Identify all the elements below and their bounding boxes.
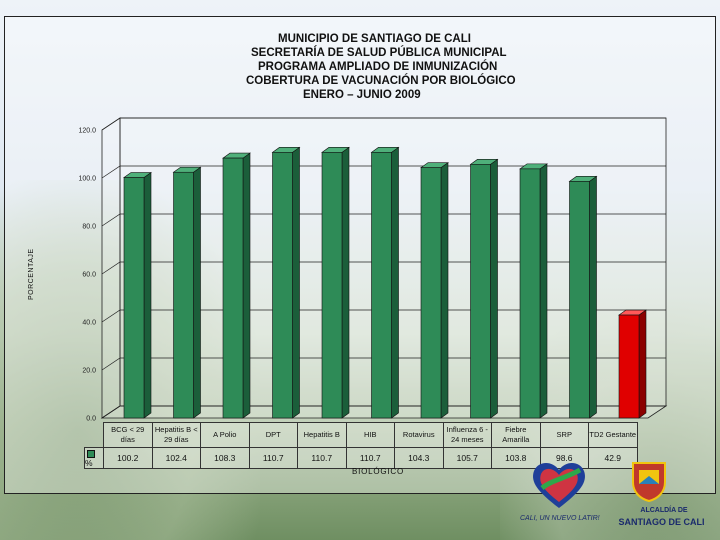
bar-front: [470, 164, 491, 419]
data-table-corner: [85, 423, 104, 448]
data-table-values-row: % 100.2 102.4 108.3 110.7 110.7 110.7 10…: [84, 447, 638, 469]
chart-title: MUNICIPIO DE SANTIAGO DE CALI SECRETARÍA…: [200, 32, 540, 102]
bar-front: [519, 168, 541, 419]
bar-front: [321, 152, 343, 419]
y-tick-label: 80.0: [82, 224, 96, 231]
category-label: BCG < 29 días: [103, 422, 153, 448]
bar-front: [173, 171, 194, 419]
alcaldia-label-line-1: ALCALDÍA DE: [640, 507, 688, 514]
data-value: 104.3: [394, 447, 444, 469]
bar-front: [420, 167, 442, 419]
data-value: 110.7: [297, 447, 347, 469]
category-label: Fiebre Amarilla: [491, 422, 541, 448]
bar-front: [272, 152, 293, 419]
bar-side: [391, 146, 399, 419]
bar: [123, 171, 152, 419]
title-line-5: ENERO – JUNIO 2009: [303, 89, 421, 101]
category-label: SRP: [539, 422, 589, 448]
bar: [469, 158, 499, 419]
bar-side: [539, 163, 548, 419]
bar-side: [638, 309, 647, 419]
data-table: BCG < 29 días Hepatitis B < 29 días A Po…: [84, 422, 638, 469]
bar-front: [618, 314, 640, 419]
bar: [321, 146, 350, 419]
shield-logo: [632, 462, 666, 502]
data-value: 110.7: [248, 447, 298, 469]
y-tick-label: 120.0: [78, 128, 96, 135]
bar-front: [222, 157, 244, 419]
title-line-2: SECRETARÍA DE SALUD PÚBLICA MUNICIPAL: [251, 47, 507, 59]
bar-front: [371, 152, 392, 419]
bar-front: [569, 181, 590, 419]
bar: [222, 152, 251, 419]
y-tick-label: 60.0: [82, 272, 96, 279]
title-line-1: MUNICIPIO DE SANTIAGO DE CALI: [278, 33, 471, 45]
gridline: [101, 117, 666, 131]
data-value: 100.2: [103, 447, 153, 469]
heart-logo: [533, 462, 585, 508]
bar-side: [143, 171, 152, 419]
category-label: Influenza 6 - 24 meses: [442, 422, 492, 448]
data-table-header-row: BCG < 29 días Hepatitis B < 29 días A Po…: [85, 422, 638, 448]
bar: [370, 146, 400, 419]
bar: [172, 166, 202, 419]
y-tick-label: 0.0: [86, 416, 96, 423]
bar: [420, 162, 449, 419]
legend-label: %: [85, 458, 93, 468]
category-label: DPT: [248, 422, 298, 448]
bar-side: [242, 152, 251, 419]
slogan-text: CALI, UN NUEVO LATIR!: [520, 515, 600, 522]
data-value: 103.8: [491, 447, 541, 469]
bar: [271, 146, 301, 419]
category-label: Hepatitis B: [297, 422, 347, 448]
bar: [519, 163, 548, 419]
title-line-4: COBERTURA DE VACUNACIÓN POR BIOLÓGICO: [246, 75, 516, 87]
bar-side: [193, 166, 201, 419]
bar: [618, 309, 647, 419]
y-tick-label: 40.0: [82, 320, 96, 327]
data-value: 108.3: [200, 447, 250, 469]
y-axis-label: PORCENTAJE: [28, 248, 35, 300]
x-axis-label: BIOLÓGICO: [351, 467, 405, 476]
legend-entry: %: [84, 447, 104, 469]
bar-side: [292, 146, 300, 419]
y-tick-label: 100.0: [78, 176, 96, 183]
bar-side: [589, 175, 597, 419]
bar-side: [490, 158, 498, 419]
category-label: Hepatitis B < 29 días: [151, 422, 201, 448]
bar: [568, 175, 598, 419]
bar-front: [123, 177, 145, 419]
y-tick-label: 20.0: [82, 368, 96, 375]
data-value: 105.7: [442, 447, 492, 469]
data-value: 110.7: [345, 447, 395, 469]
data-value: 42.9: [588, 447, 638, 469]
chart-frame: [4, 16, 716, 494]
bar-side: [341, 146, 350, 419]
alcaldia-label-line-2: SANTIAGO DE CALI: [618, 517, 705, 527]
title-line-3: PROGRAMA AMPLIADO DE INMUNIZACIÓN: [258, 61, 498, 73]
data-value: 102.4: [151, 447, 201, 469]
bar-side: [440, 162, 449, 419]
legend-swatch: [87, 449, 95, 458]
category-label: HIB: [345, 422, 395, 448]
category-label: TD2 Gestante: [588, 422, 638, 448]
category-label: Rotavirus: [394, 422, 444, 448]
category-label: A Polio: [200, 422, 250, 448]
